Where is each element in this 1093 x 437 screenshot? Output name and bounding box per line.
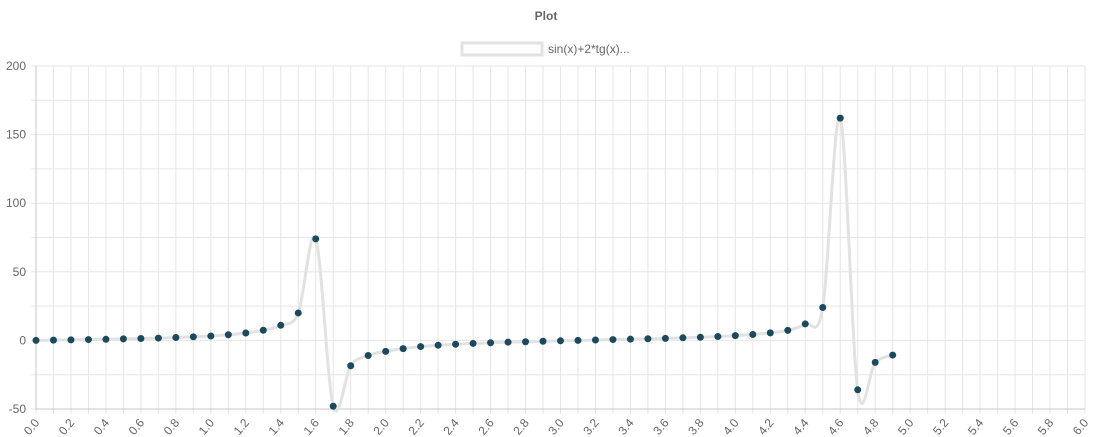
data-point[interactable] <box>749 331 757 339</box>
x-tick-label: 3.6 <box>650 416 672 437</box>
data-point[interactable] <box>574 336 582 344</box>
x-tick-label: 2.8 <box>510 416 532 437</box>
data-point[interactable] <box>67 336 75 344</box>
data-point[interactable] <box>487 339 495 347</box>
legend[interactable]: sin(x)+2*tg(x)... <box>460 41 630 57</box>
data-point[interactable] <box>557 337 564 345</box>
tick-labels: -50 0 50 100 150 200 0.0 0.2 0.4 0.6 0.8 1.0 1.2 1.4 1… <box>6 59 1092 437</box>
data-point[interactable] <box>277 321 285 329</box>
x-tick-label: 3.0 <box>545 416 567 437</box>
data-point[interactable] <box>294 309 302 317</box>
data-point[interactable] <box>102 335 110 343</box>
data-point[interactable] <box>679 334 687 342</box>
data-point[interactable] <box>609 336 617 344</box>
x-tick-label: 2.0 <box>371 416 393 437</box>
x-tick-label: 1.2 <box>231 416 253 437</box>
data-point[interactable] <box>154 334 162 342</box>
data-point[interactable] <box>189 333 197 341</box>
y-tick-label: -50 <box>9 402 27 416</box>
data-point[interactable] <box>84 336 92 344</box>
data-points <box>32 114 897 410</box>
x-tick-label: 1.4 <box>266 416 288 437</box>
data-point[interactable] <box>836 114 844 122</box>
x-tick-label: 1.6 <box>301 416 323 437</box>
grid <box>31 65 1086 414</box>
x-tick-label: 0.0 <box>21 416 43 437</box>
data-point[interactable] <box>452 340 460 348</box>
x-tick-label: 2.2 <box>405 416 427 437</box>
data-point[interactable] <box>644 335 652 343</box>
legend-swatch[interactable] <box>460 41 544 57</box>
data-point[interactable] <box>714 333 722 341</box>
data-point[interactable] <box>784 326 792 334</box>
x-tick-label: 0.8 <box>161 416 183 437</box>
data-point[interactable] <box>696 333 704 341</box>
x-tick-label: 5.8 <box>1035 416 1057 437</box>
data-point[interactable] <box>224 331 232 339</box>
x-tick-label: 0.4 <box>91 416 113 437</box>
series-line <box>35 116 894 413</box>
x-tick-label: 5.2 <box>930 416 952 437</box>
x-tick-label: 4.6 <box>825 416 847 437</box>
series-line-layer <box>35 116 894 413</box>
y-tick-label: 50 <box>13 265 27 279</box>
y-tick-label: 150 <box>6 128 26 142</box>
data-point[interactable] <box>49 336 57 344</box>
x-tick-label: 4.2 <box>755 416 777 437</box>
x-tick-label: 6.0 <box>1070 416 1092 437</box>
data-point[interactable] <box>504 338 512 346</box>
data-point[interactable] <box>731 332 739 340</box>
data-point[interactable] <box>399 345 407 353</box>
x-tick-label: 5.6 <box>1000 416 1022 437</box>
y-tick-label: 100 <box>6 196 26 210</box>
data-point[interactable] <box>871 358 879 366</box>
data-point[interactable] <box>854 386 862 394</box>
data-point[interactable] <box>119 335 127 343</box>
data-point[interactable] <box>382 347 390 355</box>
data-point[interactable] <box>242 329 250 337</box>
x-tick-label: 0.2 <box>56 416 78 437</box>
data-point[interactable] <box>347 362 355 370</box>
x-tick-label: 1.8 <box>336 416 358 437</box>
data-point[interactable] <box>591 336 599 344</box>
data-point[interactable] <box>364 351 372 359</box>
data-point[interactable] <box>801 320 809 328</box>
axes <box>35 66 1085 410</box>
x-tick-label: 5.0 <box>895 416 917 437</box>
x-tick-label: 4.4 <box>790 416 812 437</box>
data-point[interactable] <box>469 339 477 347</box>
legend-label[interactable]: sin(x)+2*tg(x)... <box>548 42 630 56</box>
y-tick-label: 0 <box>19 333 26 347</box>
data-point[interactable] <box>312 235 320 243</box>
x-tick-label: 2.6 <box>475 416 497 437</box>
x-tick-label: 4.0 <box>720 416 742 437</box>
data-point[interactable] <box>522 338 530 346</box>
x-tick-label: 1.0 <box>196 416 218 437</box>
data-point[interactable] <box>417 343 425 351</box>
data-point[interactable] <box>172 334 180 342</box>
x-tick-label: 4.8 <box>860 416 882 437</box>
x-tick-label: 5.4 <box>965 416 987 437</box>
x-tick-label: 3.8 <box>685 416 707 437</box>
x-tick-label: 2.4 <box>440 416 462 437</box>
data-point[interactable] <box>539 337 547 345</box>
data-point[interactable] <box>207 332 215 340</box>
data-point[interactable] <box>626 335 634 343</box>
data-point[interactable] <box>819 303 827 311</box>
data-point[interactable] <box>766 329 774 337</box>
data-point[interactable] <box>889 351 897 359</box>
data-point[interactable] <box>259 326 267 334</box>
x-tick-label: 0.6 <box>126 416 148 437</box>
data-point[interactable] <box>661 334 669 342</box>
data-point[interactable] <box>434 341 442 349</box>
x-tick-label: 3.4 <box>615 416 637 437</box>
chart-title: Plot <box>535 9 558 23</box>
data-point[interactable] <box>137 334 145 342</box>
y-tick-label: 200 <box>6 59 26 73</box>
data-point[interactable] <box>329 402 337 410</box>
data-point[interactable] <box>32 336 40 344</box>
x-tick-label: 3.2 <box>580 416 602 437</box>
